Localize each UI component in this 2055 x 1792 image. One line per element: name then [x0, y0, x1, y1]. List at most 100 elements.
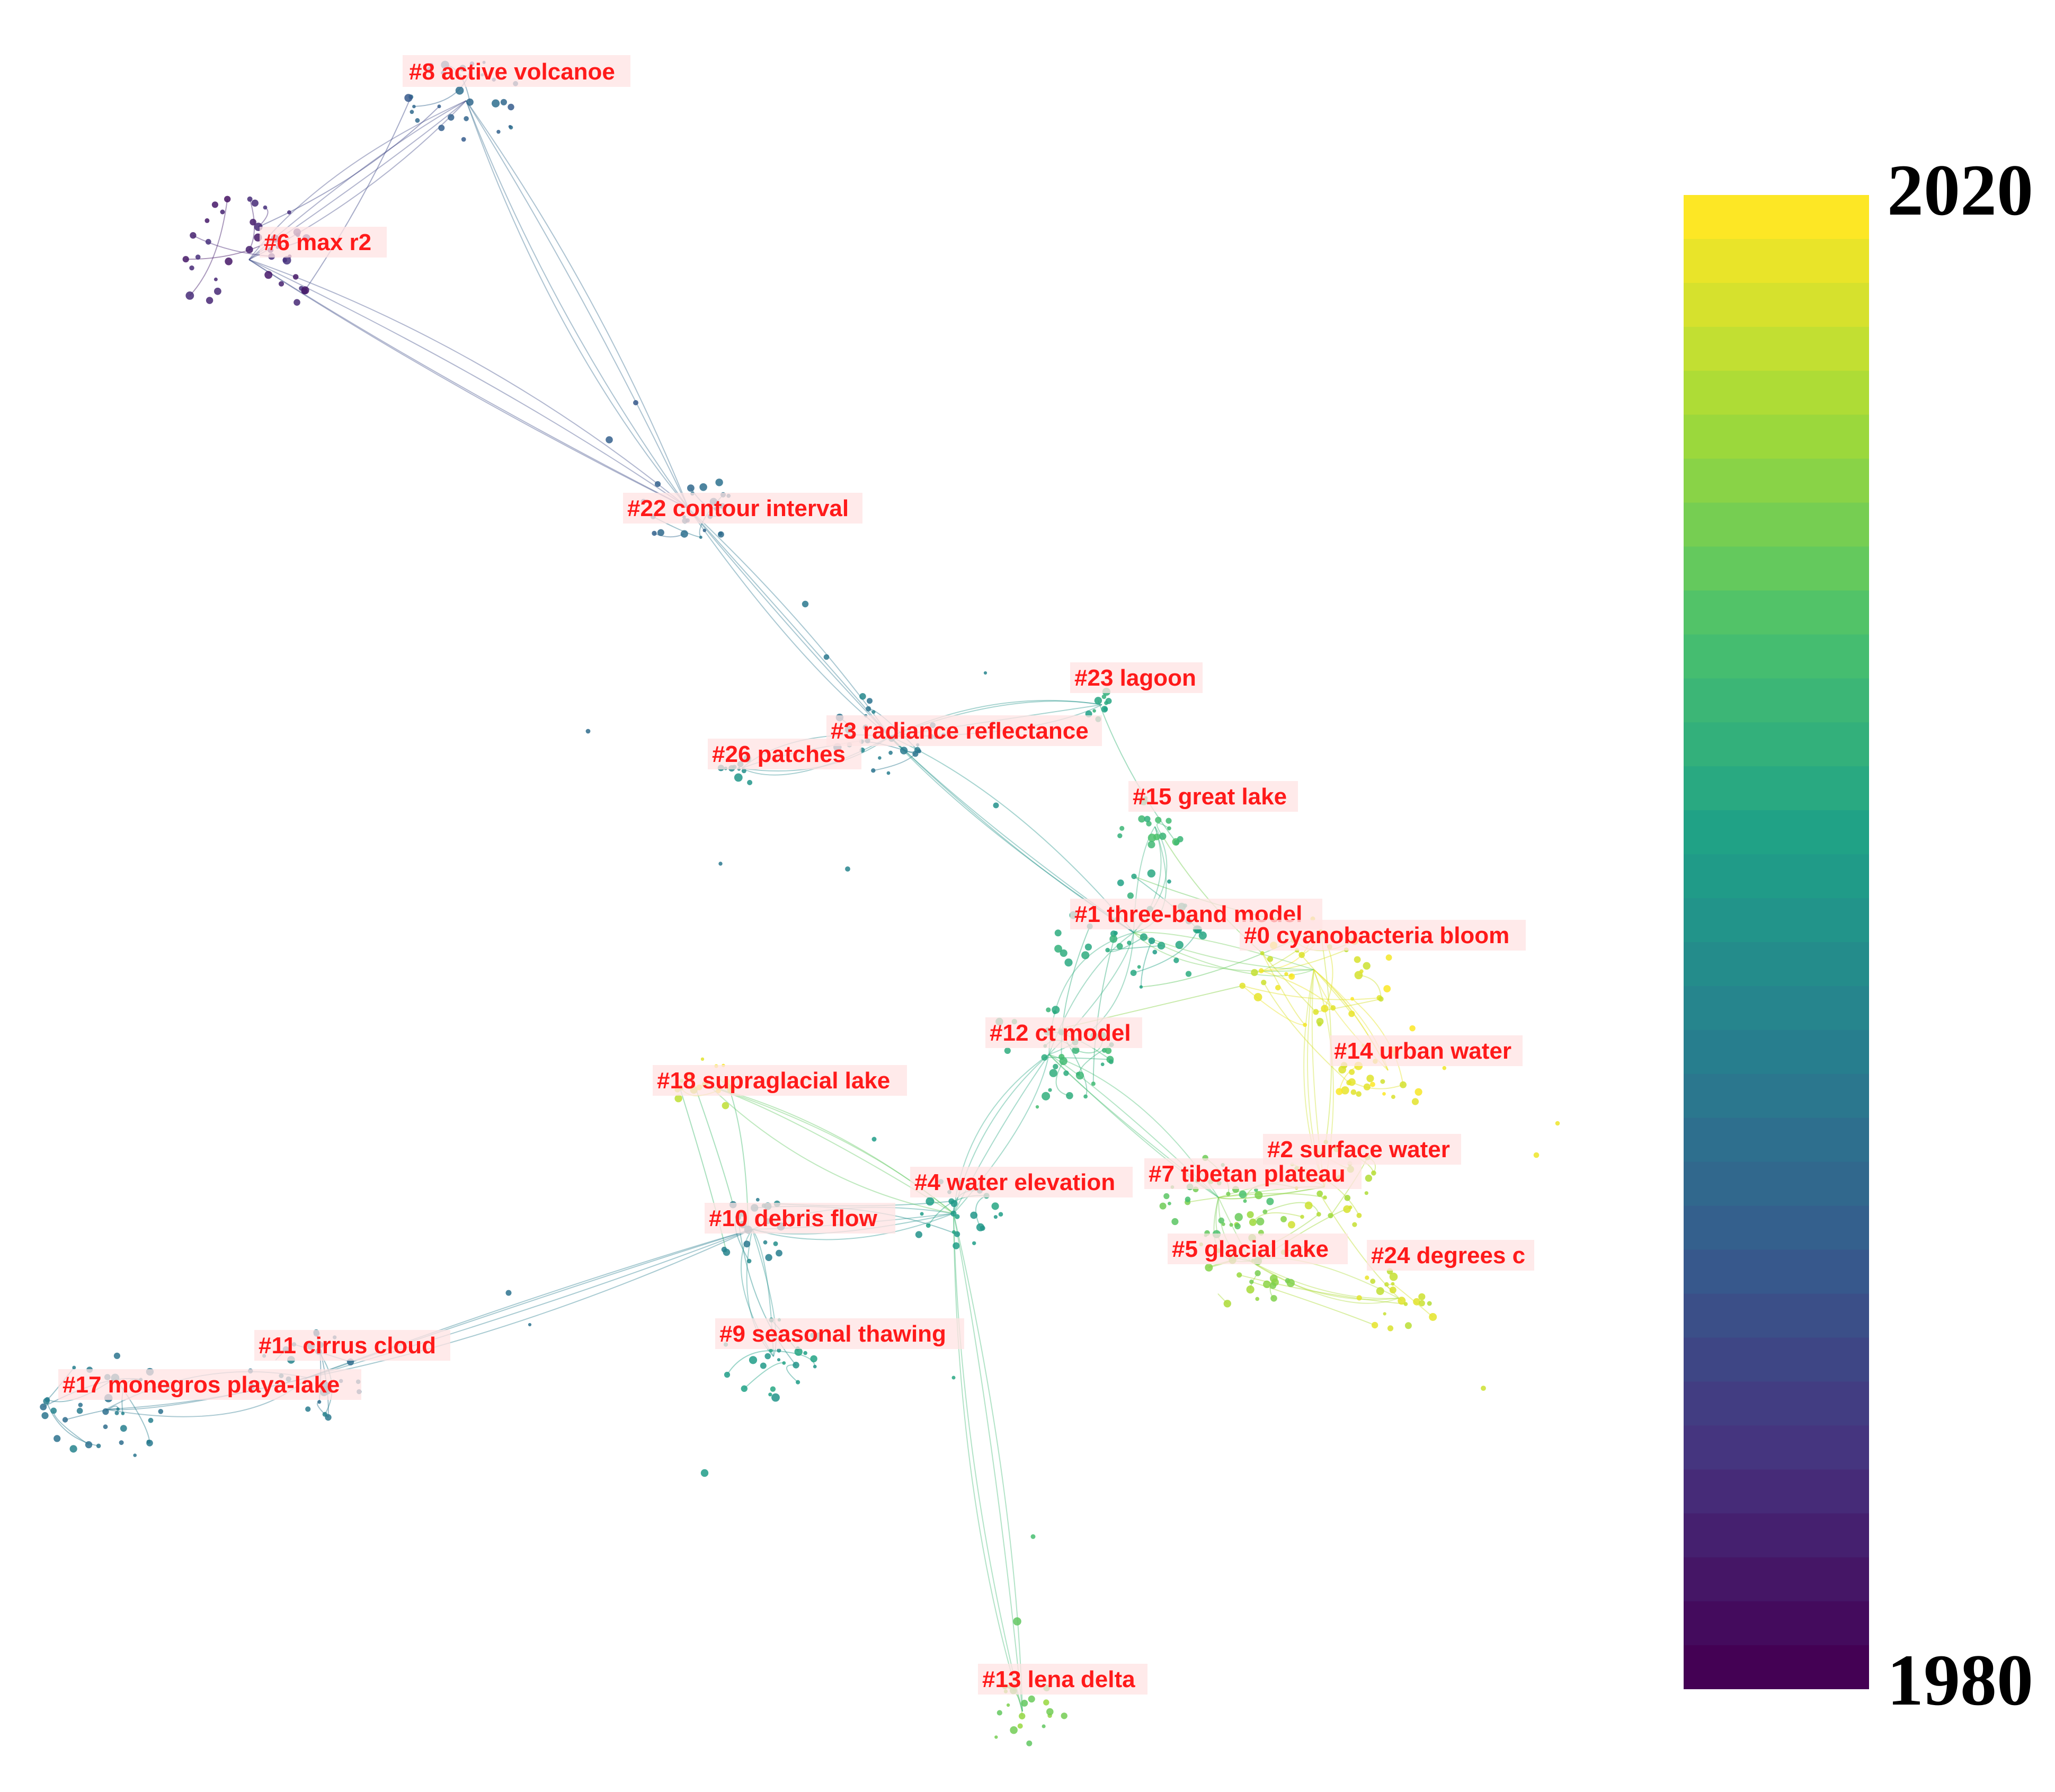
- network-node: [888, 750, 893, 755]
- network-node: [43, 1398, 50, 1405]
- network-node: [1352, 1222, 1357, 1227]
- network-node: [915, 1231, 922, 1238]
- network-edges: [43, 64, 1434, 1716]
- network-node: [680, 530, 688, 538]
- svg-text:#14 urban water: #14 urban water: [1334, 1038, 1511, 1064]
- cluster-label-17: #17 monegros playa-lake: [58, 1369, 361, 1400]
- network-node: [148, 1417, 154, 1423]
- network-node: [871, 710, 876, 714]
- network-node: [926, 1223, 931, 1228]
- network-node: [871, 768, 876, 773]
- network-node: [1229, 1223, 1233, 1227]
- network-node: [247, 196, 253, 202]
- network-edge: [1156, 823, 1170, 837]
- network-node: [1101, 694, 1107, 699]
- network-node: [1137, 965, 1141, 969]
- network-node: [723, 1248, 731, 1256]
- network-node: [1403, 1302, 1408, 1306]
- network-node: [700, 1469, 709, 1477]
- network-node: [1427, 1301, 1432, 1306]
- network-edge: [709, 1086, 954, 1214]
- network-node: [1100, 1062, 1105, 1067]
- network-node: [1072, 1046, 1080, 1054]
- network-node: [950, 1210, 957, 1217]
- network-node: [263, 205, 268, 210]
- network-node: [455, 86, 464, 95]
- colorbar-segment: [1684, 722, 1869, 767]
- network-node: [1239, 982, 1246, 989]
- network-node: [1255, 1270, 1261, 1276]
- cluster-label-23: #23 lagoon: [1070, 662, 1203, 693]
- network-edge: [1239, 1274, 1406, 1305]
- network-edge: [744, 1362, 785, 1389]
- network-node: [119, 1440, 124, 1445]
- network-edge: [65, 1408, 118, 1421]
- network-node: [121, 1412, 125, 1415]
- network-node: [699, 483, 707, 491]
- network-node: [1249, 1279, 1254, 1284]
- cluster-label-6: #6 max r2: [260, 227, 387, 258]
- network-node: [1013, 1617, 1021, 1626]
- network-edge: [1218, 1186, 1325, 1200]
- network-node: [1053, 1063, 1058, 1070]
- network-node: [1157, 942, 1166, 950]
- network-node: [1354, 956, 1361, 963]
- network-node: [496, 130, 501, 134]
- network-edge: [953, 1213, 1023, 1712]
- cluster-label-11: #11 cirrus cloud: [254, 1330, 450, 1361]
- network-node: [204, 218, 210, 223]
- network-edge: [1107, 945, 1162, 951]
- network-node: [1131, 873, 1137, 880]
- network-edge: [953, 1213, 1023, 1712]
- network-node: [1389, 1287, 1396, 1294]
- network-node: [1108, 1059, 1114, 1064]
- network-edge: [1217, 1293, 1228, 1304]
- svg-text:#24 degrees c: #24 degrees c: [1371, 1243, 1525, 1268]
- network-node: [1303, 1023, 1307, 1027]
- network-node: [764, 1353, 771, 1360]
- network-node: [1300, 1214, 1304, 1219]
- svg-text:#3 radiance reflectance: #3 radiance reflectance: [831, 718, 1089, 744]
- cluster-label-13: #13 lena delta: [978, 1664, 1147, 1695]
- network-node: [993, 802, 999, 809]
- network-node: [1146, 821, 1152, 827]
- network-node: [1119, 826, 1125, 831]
- network-edge: [1250, 1261, 1399, 1300]
- network-node: [951, 1376, 956, 1380]
- network-node: [755, 1197, 760, 1202]
- network-node: [54, 1435, 61, 1442]
- network-node: [926, 1197, 935, 1206]
- colorbar-segment: [1684, 986, 1869, 1031]
- colorbar-segment: [1684, 766, 1869, 811]
- network-node: [633, 400, 638, 405]
- network-node: [1249, 1218, 1257, 1226]
- network-edge: [1252, 1212, 1303, 1223]
- network-node: [699, 536, 702, 539]
- network-node: [1054, 929, 1062, 937]
- network-node: [1348, 1010, 1355, 1017]
- network-node: [866, 706, 871, 712]
- network-node: [410, 110, 414, 114]
- cluster-label-8: #8 active volcanoe: [403, 55, 630, 87]
- network-edge: [1133, 929, 1199, 974]
- network-node: [317, 1400, 322, 1404]
- network-node: [1330, 1005, 1336, 1011]
- network-node: [1140, 933, 1147, 941]
- network-node: [1316, 1190, 1323, 1197]
- network-node: [1363, 1083, 1371, 1090]
- colorbar-segment: [1684, 1469, 1869, 1514]
- network-node: [1105, 1047, 1112, 1054]
- network-node: [1380, 1079, 1385, 1084]
- colorbar-segment: [1684, 1117, 1869, 1163]
- network-edge: [1263, 982, 1349, 1084]
- network-node: [1260, 951, 1265, 955]
- network-node: [412, 104, 416, 109]
- network-node: [301, 288, 308, 295]
- colorbar-segment: [1684, 854, 1869, 899]
- network-node: [1363, 962, 1371, 970]
- svg-text:#0 cyanobacteria bloom: #0 cyanobacteria bloom: [1244, 922, 1509, 948]
- network-node: [76, 1407, 83, 1414]
- network-edge: [1097, 700, 1177, 842]
- svg-text:#11 cirrus cloud: #11 cirrus cloud: [259, 1333, 436, 1359]
